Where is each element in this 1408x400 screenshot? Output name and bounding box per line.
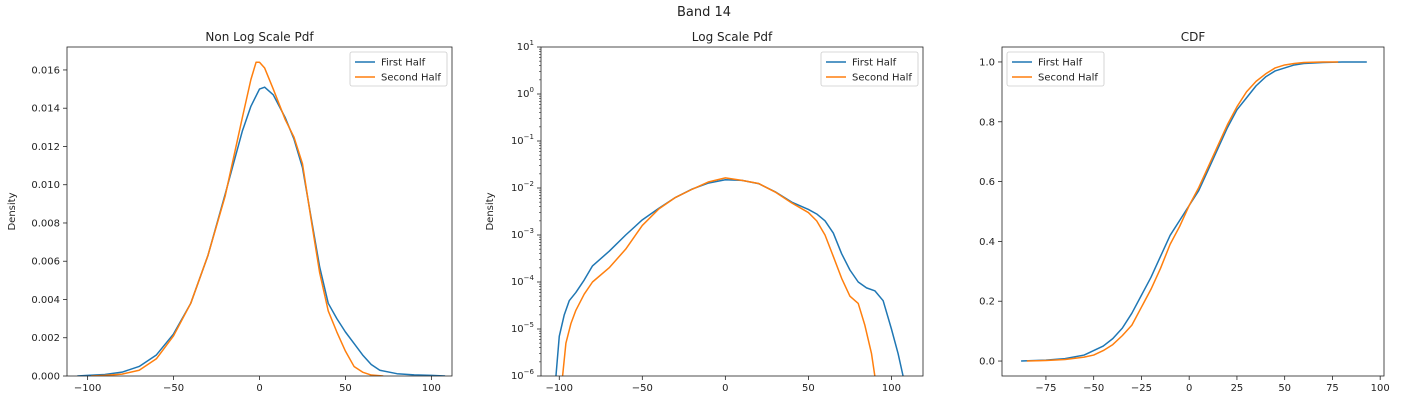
x-tick-label: 50 — [1278, 383, 1291, 394]
x-tick-label: 50 — [802, 383, 815, 394]
series-line-first-half — [1021, 61, 1367, 362]
legend-label: Second Half — [852, 73, 912, 84]
x-tick-label: 100 — [882, 383, 901, 394]
y-tick-label: 0.8 — [979, 117, 995, 128]
y-tick-label: 0.006 — [31, 257, 60, 268]
legend: First Half Second Half — [1006, 51, 1105, 87]
panel-cdf: CDF −75 −50 −25 0 25 50 75 100 0.0 0.2 0.4 0.6 0.8 1.0… — [979, 30, 1390, 394]
panel-log-pdf: Log Scale Pdf Density −100 −50 0 50 100 10−6 10−… — [485, 30, 924, 394]
y-axis-label: Density — [7, 192, 18, 230]
x-tick-label: 0 — [722, 383, 728, 394]
y-tick-label: 100 — [517, 86, 534, 100]
chart-title: CDF — [1181, 30, 1206, 44]
y-tick-label: 10−4 — [511, 274, 535, 288]
series-line-second-half — [561, 177, 876, 376]
y-tick-label: 10−5 — [511, 321, 534, 335]
y-tick-label: 0.2 — [979, 297, 995, 308]
legend-label: First Half — [381, 58, 426, 69]
x-tick-label: 75 — [1326, 383, 1339, 394]
x-tick-label: 100 — [422, 383, 441, 394]
y-axis-label: Density — [485, 192, 496, 230]
x-tick-label: −75 — [1035, 383, 1056, 394]
y-tick-label: 0.008 — [31, 218, 60, 229]
x-tick-label: −25 — [1131, 383, 1152, 394]
y-tick-label: 0.014 — [31, 104, 60, 115]
y-tick-label: 0.012 — [31, 142, 60, 153]
x-tick-label: −50 — [632, 383, 653, 394]
figure-title: Band 14 — [676, 5, 732, 20]
y-tick-label: 0.004 — [31, 295, 60, 306]
y-tick-label: 0.4 — [979, 237, 995, 248]
x-tick-label: 25 — [1231, 383, 1244, 394]
y-tick-label: 10−1 — [511, 133, 534, 147]
x-tick-label: −50 — [163, 383, 184, 394]
y-tick-label: 0.0 — [979, 357, 995, 368]
x-tick-label: 0 — [1186, 383, 1192, 394]
y-tick-label: 10−3 — [511, 227, 534, 241]
series-line-first-half — [77, 86, 446, 376]
plot-frame — [66, 46, 453, 377]
chart-title: Log Scale Pdf — [692, 30, 773, 44]
y-tick-label: 0.6 — [979, 177, 995, 188]
x-tick-label: 0 — [256, 383, 262, 394]
y-tick-label: 10−6 — [511, 368, 535, 382]
y-tick-label: 101 — [517, 39, 534, 53]
series-line-second-half — [91, 61, 384, 376]
chart-title: Non Log Scale Pdf — [205, 30, 314, 44]
panel-non-log-pdf: Non Log Scale Pdf Density −100 −50 0 50 100 0.0… — [7, 30, 453, 394]
legend-label: Second Half — [1038, 73, 1098, 84]
series-line-second-half — [1026, 61, 1339, 362]
y-tick-label: 0.010 — [31, 180, 60, 191]
y-tick-label: 0.002 — [31, 333, 60, 344]
legend-label: Second Half — [381, 73, 441, 84]
x-tick-label: −100 — [546, 383, 573, 394]
legend: First Half Second Half — [820, 51, 919, 87]
y-tick-label: 0.000 — [31, 372, 60, 383]
x-tick-label: −100 — [74, 383, 101, 394]
y-tick-label: 10−2 — [511, 180, 534, 194]
plot-frame — [540, 46, 924, 377]
legend-label: First Half — [852, 58, 897, 69]
legend: First Half Second Half — [349, 51, 448, 87]
x-tick-label: −50 — [1083, 383, 1104, 394]
plot-frame — [1001, 46, 1385, 377]
series-line-first-half — [555, 178, 904, 376]
x-tick-label: 50 — [339, 383, 352, 394]
y-tick-label: 0.016 — [31, 65, 60, 76]
y-tick-label: 1.0 — [979, 57, 995, 68]
x-tick-label: 100 — [1371, 383, 1390, 394]
legend-label: First Half — [1038, 58, 1083, 69]
